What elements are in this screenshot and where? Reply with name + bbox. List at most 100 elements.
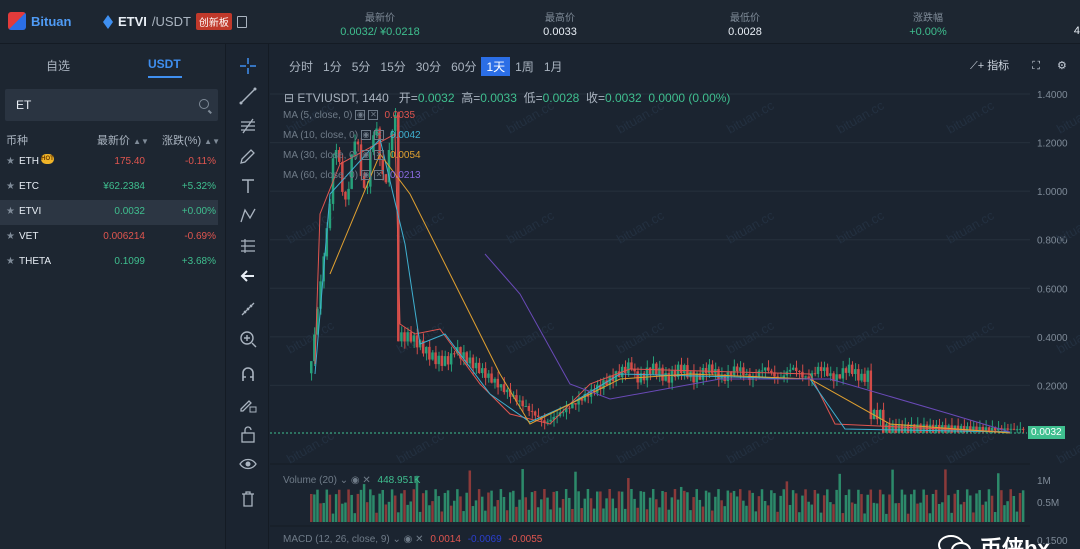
volume-bar [558, 507, 562, 522]
column-symbol[interactable]: 币种 [6, 135, 28, 147]
candle-body [997, 428, 1000, 431]
star-icon[interactable]: ★ [6, 231, 15, 242]
period-button[interactable]: 1月 [543, 60, 563, 74]
volume-bar [1000, 490, 1003, 522]
volume-bar [505, 510, 509, 522]
close-box-icon[interactable]: ✕ [374, 170, 385, 181]
settings-icon[interactable]: ⚙ [1057, 60, 1067, 72]
volume-bar [536, 507, 540, 522]
pencil-lock-icon[interactable] [238, 394, 258, 414]
column-change[interactable]: 涨跌(%) ▲▼ [162, 132, 220, 148]
text-tool-icon[interactable] [238, 176, 258, 196]
volume-bar [487, 492, 490, 522]
star-icon[interactable]: ★ [6, 156, 15, 167]
market-row-theta[interactable]: ★ THETA 0.1099 +3.68% [0, 250, 218, 275]
row-price: 0.006214 [103, 231, 145, 242]
tab-usdt[interactable]: USDT [148, 57, 181, 71]
search-icon[interactable] [199, 99, 209, 109]
star-icon[interactable]: ★ [6, 206, 15, 217]
ma-line [314, 137, 1011, 433]
unlock-icon[interactable] [238, 424, 258, 444]
ma-value: 0.0213 [390, 170, 421, 181]
candle-body [965, 426, 969, 433]
period-button-active[interactable]: 1天 [481, 57, 511, 76]
ma-legend-10: MA (10, close, 0) ◉ ✕ 0.0042 [283, 130, 421, 141]
volume-bar [953, 493, 957, 522]
volume-bar [975, 493, 978, 522]
crosshair-icon[interactable] [238, 56, 258, 76]
candle-body [390, 130, 394, 151]
search-input[interactable]: ET [5, 89, 218, 121]
volume-bar [745, 505, 748, 522]
candlestick-chart[interactable]: 1.4000 1.2000 1.0000 0.8000 0.6000 0.4000 0.20… [270, 44, 1080, 549]
tab-favorites[interactable]: 自选 [46, 59, 71, 73]
indicator-button[interactable]: ⟋+ 指标 ⛶ ⚙ [970, 57, 1067, 73]
settings-box-icon[interactable]: ◉ [355, 110, 366, 121]
settings-box-icon[interactable]: ◉ [361, 150, 372, 161]
volume-bar [826, 489, 829, 522]
zoom-in-icon[interactable] [238, 329, 258, 349]
volume-bar [608, 489, 611, 522]
measure-lines-icon[interactable] [238, 236, 258, 256]
candle-body [369, 152, 372, 187]
trend-line-icon[interactable] [238, 86, 258, 106]
stat-last-price: 最新价 0.0032/ ¥0.0218 [340, 9, 420, 38]
arrow-left-icon[interactable] [238, 266, 258, 286]
close-box-icon[interactable]: ✕ [368, 110, 379, 121]
market-row-vet[interactable]: ★ VET 0.006214 -0.69% [0, 225, 218, 250]
close-box-icon[interactable]: ✕ [415, 534, 424, 545]
close-box-icon[interactable]: ✕ [362, 475, 371, 486]
star-icon[interactable]: ★ [6, 181, 15, 192]
candle-body [916, 424, 919, 433]
period-button[interactable]: 15分 [380, 60, 406, 74]
trash-icon[interactable] [238, 489, 258, 509]
close-box-icon[interactable]: ✕ [374, 130, 385, 141]
candle-body [480, 368, 484, 374]
settings-box-icon[interactable]: ◉ [350, 475, 360, 486]
collapse-icon[interactable]: ⊟ [284, 91, 295, 105]
volume-bar [900, 489, 904, 522]
period-button[interactable]: 5分 [351, 60, 371, 74]
volume-legend: Volume (20) ⌄ ◉ ✕ 448.951K [283, 475, 421, 486]
fullscreen-icon[interactable]: ⛶ [1032, 60, 1040, 72]
period-button[interactable]: 1分 [323, 60, 342, 74]
candle-body [782, 375, 786, 378]
star-icon[interactable]: ★ [6, 256, 15, 267]
eye-icon[interactable] [238, 454, 258, 474]
brand-logo[interactable]: Bituan [8, 12, 71, 30]
settings-box-icon[interactable]: ◉ [361, 130, 372, 141]
candle-body [337, 150, 341, 162]
market-row-etc[interactable]: ★ ETC ¥62.2384 +5.32% [0, 175, 218, 200]
period-button[interactable]: 60分 [451, 60, 477, 74]
pattern-icon[interactable] [238, 206, 258, 226]
settings-box-icon[interactable]: ◉ [361, 170, 372, 181]
candle-body [1015, 429, 1019, 431]
search-value[interactable]: ET [16, 98, 32, 112]
magnet-icon[interactable] [238, 364, 258, 384]
document-icon[interactable] [236, 15, 247, 28]
volume-bar [766, 505, 770, 522]
candle-body [798, 370, 801, 372]
candle-body [356, 141, 360, 145]
bituan-watermark: bituan.cc [944, 207, 997, 246]
candle-body [810, 373, 814, 380]
volume-bar [456, 489, 459, 522]
brush-icon[interactable] [238, 146, 258, 166]
fibonacci-icon[interactable] [238, 116, 258, 136]
candle-body [428, 346, 431, 360]
volume-bar [605, 498, 608, 522]
column-price[interactable]: 最新价 ▲▼ [97, 132, 149, 148]
close-box-icon[interactable]: ✕ [374, 150, 385, 161]
bituan-watermark: bituan.cc [834, 207, 887, 246]
period-button[interactable]: 分时 [289, 60, 314, 74]
market-row-etvi[interactable]: ★ ETVI 0.0032 +0.00% [0, 200, 218, 225]
period-button[interactable]: 30分 [415, 60, 442, 74]
candle-body [676, 364, 680, 378]
price-axis-label: 0.4000 [1037, 333, 1068, 344]
settings-box-icon[interactable]: ◉ [403, 534, 413, 545]
period-button[interactable]: 1周 [515, 60, 534, 74]
candle-body [816, 366, 820, 374]
market-row-eth[interactable]: ★ ETH HOT 175.40 -0.11% [0, 150, 218, 175]
candle-body [515, 395, 518, 402]
ruler-icon[interactable] [238, 299, 258, 319]
